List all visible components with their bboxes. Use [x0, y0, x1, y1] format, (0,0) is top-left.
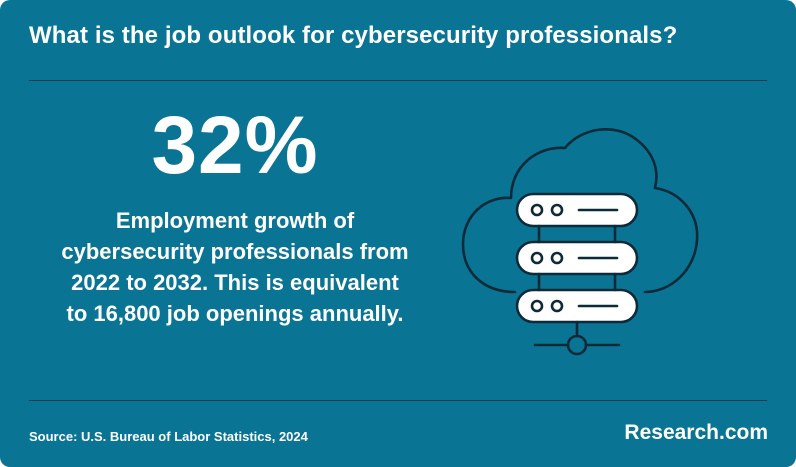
bottom-divider: [29, 400, 767, 401]
cloud-server-icon: [461, 127, 699, 356]
page-title: What is the job outlook for cybersecurit…: [29, 22, 678, 49]
source-citation: Source: U.S. Bureau of Labor Statistics,…: [29, 429, 308, 444]
stat-value: 32%: [151, 100, 319, 191]
brand-logo: Research.com: [624, 421, 768, 444]
stat-description: Employment growth of cybersecurity profe…: [61, 208, 409, 326]
top-divider: [29, 80, 767, 81]
